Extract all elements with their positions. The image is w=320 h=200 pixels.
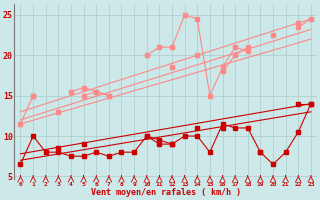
X-axis label: Vent moyen/en rafales ( km/h ): Vent moyen/en rafales ( km/h ) (91, 188, 241, 197)
